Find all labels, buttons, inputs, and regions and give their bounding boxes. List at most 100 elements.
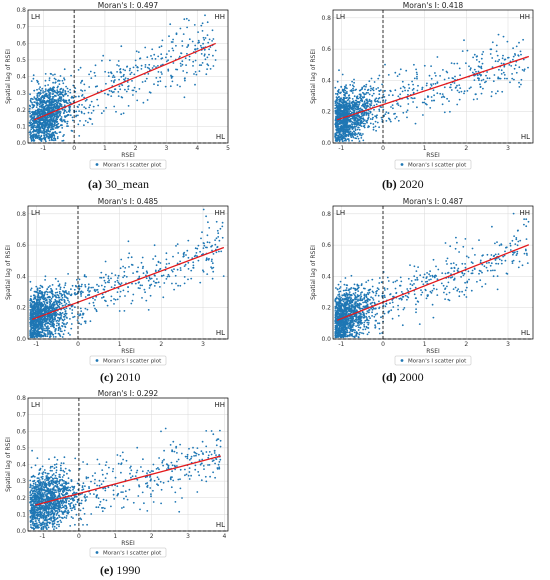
scatter-point (106, 93, 109, 96)
scatter-point (162, 296, 165, 299)
scatter-point (94, 75, 97, 77)
scatter-point (192, 261, 195, 264)
scatter-point (407, 103, 410, 105)
scatter-point (492, 80, 495, 83)
scatter-point (412, 83, 414, 86)
scatter-point (472, 56, 474, 59)
scatter-point (497, 77, 499, 80)
scatter-point (83, 275, 86, 278)
scatter-point (102, 110, 105, 112)
scatter-point (506, 77, 508, 80)
scatter-point (402, 308, 405, 311)
scatter-point (34, 332, 37, 335)
scatter-point (186, 249, 189, 252)
scatter-point (64, 326, 67, 328)
scatter-point (351, 115, 354, 118)
scatter-point (33, 324, 35, 327)
scatter-point (347, 128, 349, 131)
scatter-point (77, 69, 80, 71)
scatter-point (338, 103, 341, 106)
scatter-point (41, 87, 44, 90)
scatter-point (436, 82, 439, 84)
scatter-point (399, 105, 402, 108)
scatter-point (63, 318, 66, 321)
scatter-point (34, 135, 37, 138)
scatter-point (66, 297, 69, 300)
scatter-point (33, 304, 35, 306)
scatter-point (203, 38, 206, 41)
scatter-point (206, 56, 209, 59)
scatter-point (36, 336, 38, 339)
scatter-point (335, 126, 338, 129)
scatter-point (52, 307, 55, 309)
scatter-point (56, 322, 58, 324)
scatter-point (186, 71, 188, 74)
scatter-point (378, 89, 380, 92)
scatter-point (367, 112, 370, 114)
scatter-point (335, 131, 338, 134)
scatter-point (422, 114, 424, 116)
scatter-point (436, 92, 439, 95)
scatter-point (60, 124, 63, 126)
scatter-point (48, 306, 50, 309)
scatter-point (365, 326, 368, 329)
scatter-point (32, 117, 35, 120)
scatter-point (179, 62, 182, 65)
scatter-point (201, 22, 204, 25)
scatter-point (104, 92, 106, 95)
scatter-point (345, 130, 348, 133)
scatter-point (78, 110, 80, 112)
scatter-point (34, 113, 36, 116)
scatter-point (130, 263, 133, 266)
scatter-point (384, 113, 387, 115)
scatter-point (442, 95, 445, 98)
scatter-point (32, 130, 35, 133)
scatter-point (365, 112, 368, 115)
scatter-point (394, 112, 396, 115)
scatter-point (200, 53, 203, 55)
scatter-point (458, 67, 461, 70)
scatter-point (80, 293, 82, 295)
scatter-point (380, 116, 383, 119)
scatter-point (54, 294, 56, 297)
scatter-point (351, 111, 353, 114)
y-tick-label: 0.0 (16, 336, 26, 343)
scatter-point (515, 238, 518, 241)
scatter-point (127, 77, 129, 80)
scatter-point (190, 277, 193, 280)
scatter-point (385, 120, 388, 122)
scatter-point (29, 297, 32, 300)
scatter-point (165, 53, 168, 55)
scatter-point (165, 252, 168, 255)
scatter-point (119, 283, 122, 286)
scatter-point (63, 68, 66, 71)
scatter-point (362, 139, 365, 142)
scatter-point (383, 115, 385, 117)
scatter-point (365, 83, 368, 86)
scatter-point (116, 291, 119, 293)
scatter-point (43, 309, 45, 312)
scatter-point (40, 292, 42, 294)
scatter-point (114, 284, 116, 286)
scatter-point (175, 33, 178, 36)
scatter-point (362, 122, 365, 125)
chart-title: Moran's I: 0.485 (98, 197, 159, 206)
scatter-point (30, 128, 33, 131)
scatter-point (359, 99, 362, 102)
scatter-point (197, 244, 200, 247)
scatter-point (517, 54, 520, 56)
scatter-point (344, 138, 347, 141)
scatter-point (440, 96, 443, 99)
scatter-point (32, 298, 35, 300)
scatter-point (116, 298, 119, 301)
scatter-point (81, 90, 84, 92)
scatter-point (39, 296, 41, 298)
scatter-point (191, 40, 194, 43)
scatter-point (90, 112, 93, 114)
scatter-point (148, 67, 151, 70)
scatter-point (110, 295, 113, 298)
scatter-point (119, 68, 121, 71)
scatter-point (362, 105, 365, 108)
scatter-point (101, 59, 103, 62)
scatter-point (47, 315, 49, 317)
